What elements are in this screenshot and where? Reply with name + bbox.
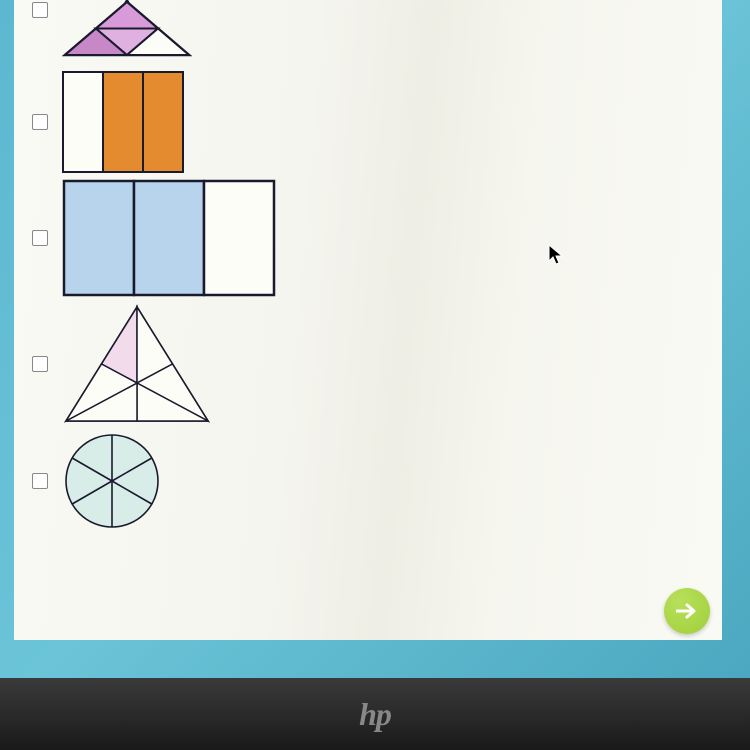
options-list	[14, 0, 722, 531]
next-button[interactable]	[664, 588, 710, 634]
checkbox-opt5[interactable]	[32, 473, 48, 489]
shape-circle-sixths[interactable]	[62, 431, 162, 531]
option-row	[32, 431, 722, 531]
checkbox-opt3[interactable]	[32, 230, 48, 246]
option-row	[32, 0, 722, 65]
shape-triangle-sixths[interactable]	[62, 303, 212, 425]
checkbox-opt1[interactable]	[32, 2, 48, 18]
quiz-window	[14, 0, 722, 640]
arrow-right-icon	[676, 603, 698, 619]
shape-rect-blue[interactable]	[62, 179, 276, 297]
checkbox-opt2[interactable]	[32, 114, 48, 130]
shape-rect-orange[interactable]	[62, 71, 186, 173]
checkbox-opt4[interactable]	[32, 356, 48, 372]
monitor-bezel: hp	[0, 678, 750, 750]
shape-triangle-purple[interactable]	[62, 0, 192, 65]
hp-logo: hp	[359, 696, 391, 733]
option-row	[32, 71, 722, 173]
option-row	[32, 179, 722, 297]
desktop-background	[0, 0, 750, 678]
option-row	[32, 303, 722, 425]
